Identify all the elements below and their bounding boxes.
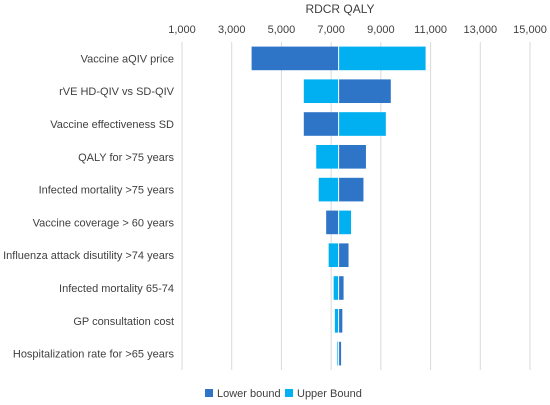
legend-swatch (205, 389, 213, 397)
bar-upper-bound (337, 341, 339, 366)
x-tick-label: 1,000 (168, 24, 196, 36)
category-label: Influenza attack disutility >74 years (3, 250, 174, 262)
category-label: Vaccine effectiveness SD (50, 119, 174, 131)
bar-upper-bound (333, 276, 339, 300)
bar-lower-bound (303, 112, 339, 136)
bar-lower-bound (338, 177, 364, 202)
bar-lower-bound (326, 210, 339, 235)
category-label: Vaccine coverage > 60 years (33, 217, 175, 229)
legend-label: Upper Bound (297, 388, 362, 400)
category-label: rVE HD-QIV vs SD-QIV (59, 86, 175, 98)
category-label: Vaccine aQIV price (81, 53, 174, 65)
bar-upper-bound (338, 210, 352, 235)
x-tick-labels: 1,000 3,000 5,000 7,000 9,000 11,000 13,000 15,… (168, 24, 547, 36)
category-labels: Vaccine aQIV price rVE HD-QIV vs SD-QIV Va… (3, 53, 175, 360)
bar-lower-bound (338, 341, 342, 366)
bar-lower-bound (338, 79, 391, 104)
x-tick-label: 3,000 (218, 24, 246, 36)
bar-lower-bound (338, 144, 366, 169)
chart-title: RDCR QALY (305, 2, 374, 16)
category-label: Infected mortality 65-74 (59, 283, 174, 295)
category-label: Hospitalization rate for >65 years (13, 349, 175, 361)
x-tick-label: 5,000 (268, 24, 296, 36)
bar-upper-bound (338, 46, 426, 71)
bar-upper-bound (316, 144, 339, 169)
bar-lower-bound (338, 243, 349, 268)
bar-upper-bound (328, 243, 339, 268)
bars (251, 42, 426, 370)
legend-swatch (285, 389, 293, 397)
x-tick-label: 7,000 (317, 24, 345, 36)
bar-upper-bound (303, 79, 339, 104)
x-tick-label: 9,000 (367, 24, 395, 36)
bar-lower-bound (338, 276, 344, 300)
legend: Lower bound Upper Bound (205, 388, 362, 400)
bar-upper-bound (334, 308, 339, 333)
bar-lower-bound (251, 46, 339, 71)
bar-lower-bound (338, 308, 343, 333)
category-label: GP consultation cost (73, 316, 174, 328)
x-tick-label: 13,000 (463, 24, 497, 36)
category-label: QALY for >75 years (78, 152, 174, 164)
category-label: Infected mortality >75 years (39, 185, 175, 197)
x-tick-label: 11,000 (414, 24, 447, 36)
bar-upper-bound (318, 177, 339, 202)
legend-label: Lower bound (217, 388, 281, 400)
x-tick-label: 15,000 (513, 24, 547, 36)
bar-upper-bound (338, 112, 386, 136)
